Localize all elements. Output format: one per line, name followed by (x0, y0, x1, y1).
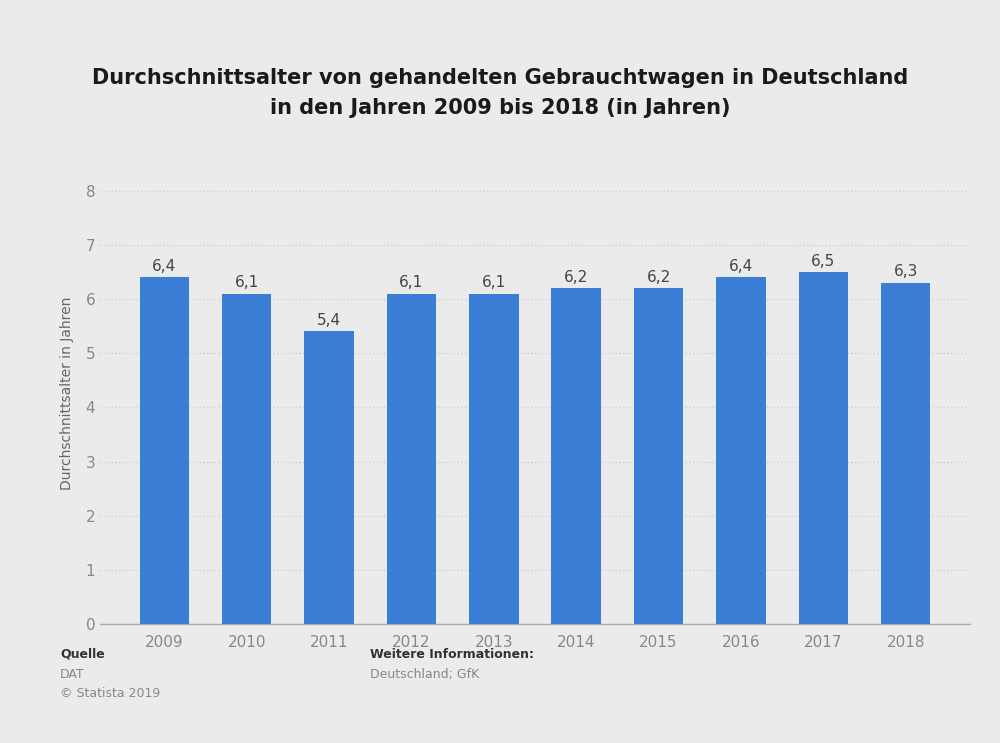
Text: 6,1: 6,1 (399, 275, 424, 291)
Bar (387, 293, 436, 624)
Text: DAT: DAT (60, 668, 85, 681)
Bar (222, 293, 271, 624)
Bar (304, 331, 354, 624)
Text: 6,1: 6,1 (235, 275, 259, 291)
Text: Weitere Informationen:: Weitere Informationen: (370, 648, 534, 661)
Text: 6,3: 6,3 (894, 265, 918, 279)
Bar (140, 277, 189, 624)
Text: 6,1: 6,1 (482, 275, 506, 291)
Text: 6,5: 6,5 (811, 253, 835, 269)
Bar (551, 288, 601, 624)
Text: in den Jahren 2009 bis 2018 (in Jahren): in den Jahren 2009 bis 2018 (in Jahren) (270, 98, 730, 117)
Bar (881, 282, 930, 624)
Bar (799, 272, 848, 624)
Text: Durchschnittsalter von gehandelten Gebrauchtwagen in Deutschland: Durchschnittsalter von gehandelten Gebra… (92, 68, 908, 88)
Bar (469, 293, 519, 624)
Bar (634, 288, 683, 624)
Text: © Statista 2019: © Statista 2019 (60, 687, 160, 700)
Text: 6,2: 6,2 (646, 270, 671, 285)
Text: 6,4: 6,4 (152, 259, 176, 274)
Y-axis label: Durchschnittsalter in Jahren: Durchschnittsalter in Jahren (60, 297, 74, 490)
Text: Deutschland; GfK: Deutschland; GfK (370, 668, 479, 681)
Text: Quelle: Quelle (60, 648, 105, 661)
Text: 6,2: 6,2 (564, 270, 588, 285)
Bar (716, 277, 766, 624)
Text: 6,4: 6,4 (729, 259, 753, 274)
Text: 5,4: 5,4 (317, 314, 341, 328)
